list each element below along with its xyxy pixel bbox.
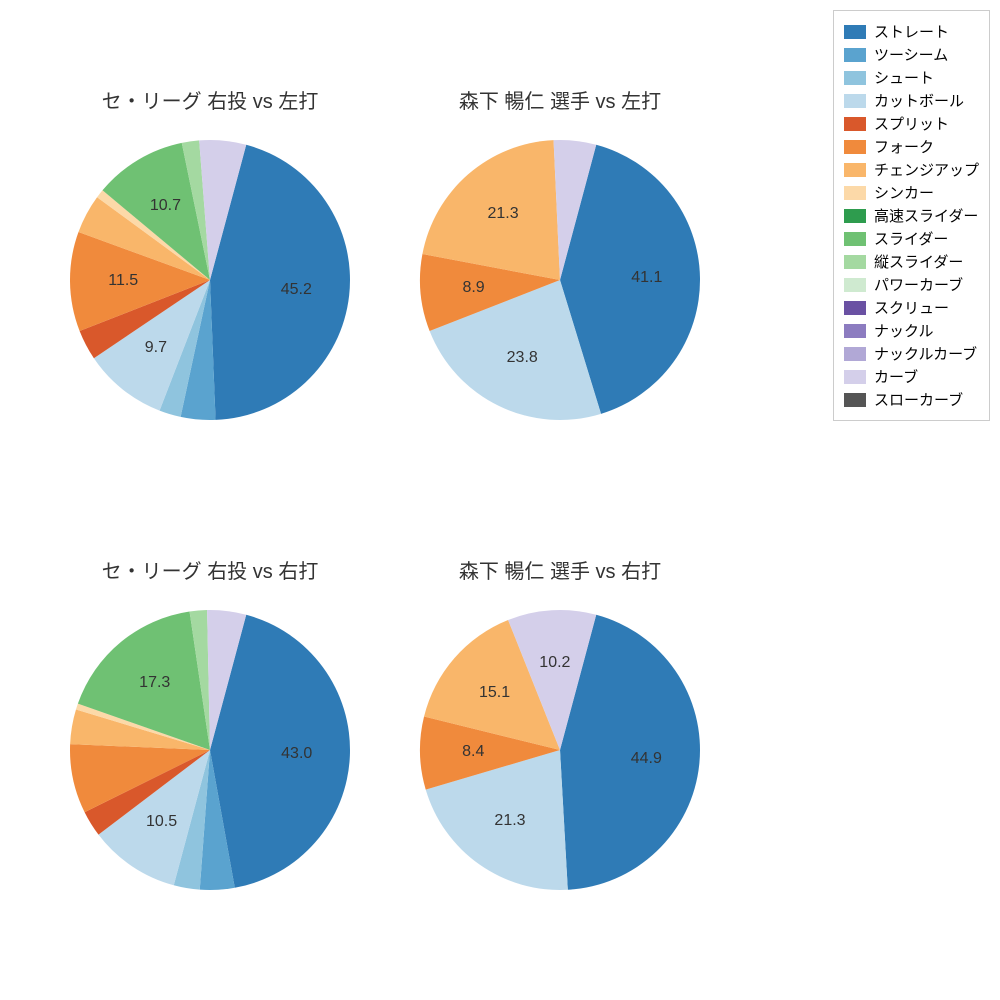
pie-slice-label: 8.9 [462, 279, 484, 297]
legend: ストレートツーシームシュートカットボールスプリットフォークチェンジアップシンカー… [833, 10, 990, 421]
legend-item: パワーカーブ [844, 274, 979, 295]
pie-slice-fork [70, 232, 210, 331]
chart-title: 森下 暢仁 選手 vs 左打 [400, 85, 720, 114]
legend-swatch [844, 324, 866, 338]
pie-slice-changeup [70, 710, 210, 750]
legend-swatch [844, 48, 866, 62]
pie-slice-label: 17.3 [139, 674, 170, 692]
legend-item: ストレート [844, 21, 979, 42]
pie-slice-label: 21.3 [487, 205, 518, 223]
chart-title: セ・リーグ 右投 vs 左打 [50, 85, 370, 114]
pie-slice-label: 8.4 [462, 743, 484, 761]
legend-item: ナックルカーブ [844, 343, 979, 364]
legend-item: スクリュー [844, 297, 979, 318]
legend-item: フォーク [844, 136, 979, 157]
pie-slice-fork [420, 717, 560, 790]
pie-slice-fork [420, 254, 560, 331]
legend-swatch [844, 278, 866, 292]
pie-slice-v_slider [190, 610, 210, 750]
legend-swatch [844, 25, 866, 39]
pie-slice-label: 11.5 [108, 272, 138, 290]
legend-label: スライダー [874, 228, 948, 249]
legend-label: スローカーブ [874, 389, 963, 410]
pie-slice-label: 15.1 [479, 684, 510, 702]
pie-slice-shoot [174, 750, 210, 890]
pie-slice-label: 45.2 [281, 281, 312, 299]
legend-item: 縦スライダー [844, 251, 979, 272]
legend-swatch [844, 186, 866, 200]
legend-label: 縦スライダー [874, 251, 963, 272]
legend-swatch [844, 94, 866, 108]
pie-slice-label: 10.7 [150, 197, 181, 215]
pie-slice-label: 44.9 [631, 750, 662, 768]
chart-title: セ・リーグ 右投 vs 右打 [50, 555, 370, 584]
pie-slice-twoseam [200, 750, 235, 890]
pie-slice-straight [560, 145, 700, 414]
legend-label: スクリュー [874, 297, 949, 318]
legend-label: 高速スライダー [874, 205, 978, 226]
pie-slice-straight [210, 615, 350, 888]
legend-item: カットボール [844, 90, 979, 111]
legend-label: カットボール [874, 90, 964, 111]
legend-swatch [844, 163, 866, 177]
legend-item: シュート [844, 67, 979, 88]
pie-slice-label: 21.3 [494, 812, 525, 830]
legend-item: スローカーブ [844, 389, 979, 410]
legend-swatch [844, 117, 866, 131]
legend-swatch [844, 301, 866, 315]
legend-item: スプリット [844, 113, 979, 134]
pie-slice-curve [207, 610, 246, 750]
pie-slice-changeup [78, 197, 210, 280]
legend-item: チェンジアップ [844, 159, 979, 180]
legend-item: シンカー [844, 182, 979, 203]
legend-label: シンカー [874, 182, 934, 203]
pie-slice-v_slider [182, 140, 210, 280]
pie-slice-curve [508, 610, 596, 750]
pie-slice-label: 10.2 [539, 654, 570, 672]
legend-label: カーブ [874, 366, 918, 387]
legend-swatch [844, 71, 866, 85]
pie-slice-label: 41.1 [631, 269, 662, 287]
legend-item: ナックル [844, 320, 979, 341]
legend-item: カーブ [844, 366, 979, 387]
legend-label: チェンジアップ [874, 159, 979, 180]
pie-slice-curve [554, 140, 597, 280]
pie-slice-label: 10.5 [146, 813, 177, 831]
legend-label: フォーク [874, 136, 934, 157]
pie-slice-label: 43.0 [281, 745, 312, 763]
pie-slice-sinker [76, 704, 210, 750]
chart-title: 森下 暢仁 選手 vs 右打 [400, 555, 720, 584]
legend-swatch [844, 393, 866, 407]
legend-label: シュート [874, 67, 934, 88]
legend-item: ツーシーム [844, 44, 979, 65]
pie-slice-label: 23.8 [507, 349, 538, 367]
pie-slice-label: 9.7 [145, 339, 167, 357]
pie-slice-fork [70, 744, 210, 812]
legend-swatch [844, 209, 866, 223]
legend-label: ツーシーム [874, 44, 948, 65]
legend-item: 高速スライダー [844, 205, 979, 226]
legend-swatch [844, 232, 866, 246]
legend-swatch [844, 255, 866, 269]
legend-swatch [844, 140, 866, 154]
legend-label: スプリット [874, 113, 949, 134]
legend-item: スライダー [844, 228, 979, 249]
legend-label: パワーカーブ [874, 274, 963, 295]
pie-slice-curve [199, 140, 246, 280]
pie-slice-twoseam [181, 280, 216, 420]
legend-label: ナックル [874, 320, 934, 341]
pie-slice-shoot [160, 280, 210, 417]
legend-swatch [844, 370, 866, 384]
legend-swatch [844, 347, 866, 361]
legend-label: ナックルカーブ [874, 343, 977, 364]
legend-label: ストレート [874, 21, 949, 42]
